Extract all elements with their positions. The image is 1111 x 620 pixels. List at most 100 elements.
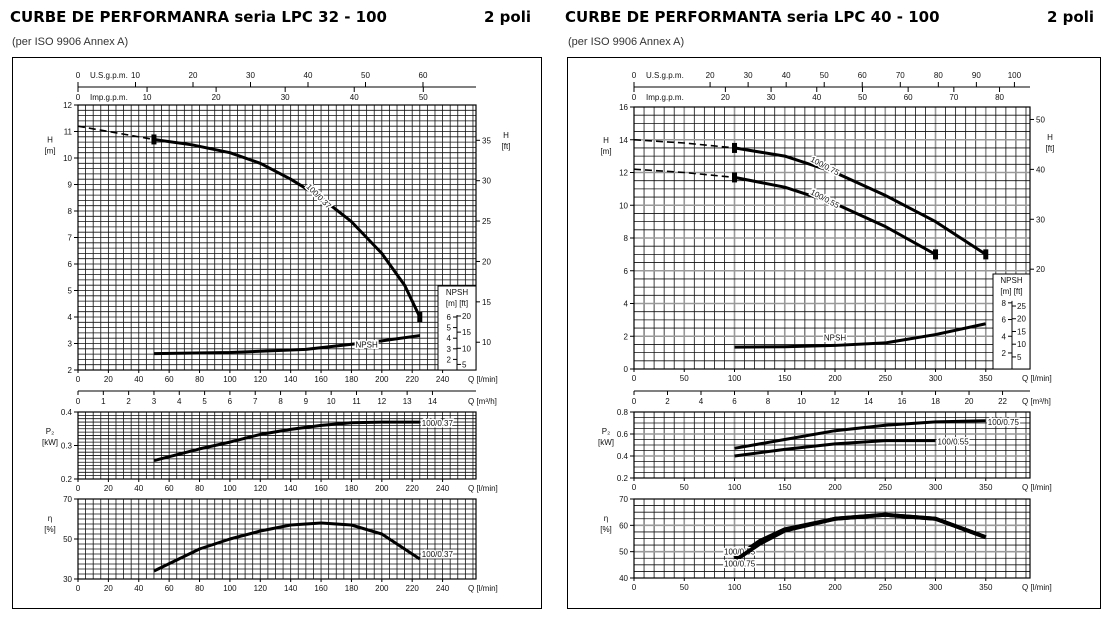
npsh-ft-tick-label: 20 xyxy=(1017,315,1026,324)
top-axis-tick-label: 30 xyxy=(281,93,290,102)
m3h-axis-tick-label: 13 xyxy=(403,397,412,406)
npsh-curve-label: NPSH xyxy=(356,341,378,350)
x-tick-label: 100 xyxy=(728,583,742,592)
top-axis-tick-label: 50 xyxy=(858,93,867,102)
top-axis-tick-label: 40 xyxy=(350,93,359,102)
y-tick-label: 30 xyxy=(63,575,72,584)
x-tick-label: 120 xyxy=(254,584,268,593)
npsh-m-tick-label: 2 xyxy=(447,355,452,364)
y-tick-label: 40 xyxy=(619,574,628,583)
m3h-axis-tick-label: 8 xyxy=(766,397,771,406)
x-tick-label: 50 xyxy=(680,374,689,383)
top-axis-tick-label: 70 xyxy=(896,71,905,80)
x-tick-label: 200 xyxy=(828,483,842,492)
right-poles-label: 2 poli xyxy=(1047,8,1094,26)
performance-curve xyxy=(734,146,987,256)
m3h-axis-label: Q [m³/h] xyxy=(468,397,497,406)
y-axis-unit: [%] xyxy=(44,525,56,534)
top-axis-tick-label: 30 xyxy=(246,71,255,80)
y-tick-label: 8 xyxy=(624,234,629,243)
top-axis-tick-label: 40 xyxy=(304,71,313,80)
m3h-axis-tick-label: 22 xyxy=(998,397,1007,406)
x-tick-label: 200 xyxy=(375,484,389,493)
top-axis-tick-label: 40 xyxy=(782,71,791,80)
m3h-axis-tick-label: 5 xyxy=(202,397,207,406)
left-chart-title: CURBE DE PERFORMANRA seria LPC 32 - 100 xyxy=(10,8,387,26)
npsh-curve xyxy=(734,322,987,349)
curve-end-marker xyxy=(983,249,989,260)
m3h-axis-tick-label: 12 xyxy=(377,397,386,406)
y-tick-label: 14 xyxy=(619,136,628,145)
x-tick-label: 100 xyxy=(728,483,742,492)
y-axis-unit: [m] xyxy=(600,147,611,156)
y-tick-label: 0.4 xyxy=(617,452,629,461)
x-tick-label: 220 xyxy=(406,484,420,493)
y2-tick-label: 30 xyxy=(482,177,491,186)
x-tick-label: 240 xyxy=(436,584,450,593)
x-tick-label: 60 xyxy=(165,584,174,593)
y-tick-label: 70 xyxy=(619,495,628,504)
x-tick-label: 150 xyxy=(778,583,792,592)
m3h-axis-tick-label: 2 xyxy=(126,397,131,406)
y-tick-label: 0.8 xyxy=(617,408,629,417)
m3h-axis-tick-label: 10 xyxy=(797,397,806,406)
top-axis-label: Imp.g.p.m. xyxy=(90,93,128,102)
x-tick-label: 140 xyxy=(284,375,298,384)
top-axis-tick-label: 20 xyxy=(706,71,715,80)
y-axis-unit: [kW] xyxy=(598,438,614,447)
top-axis-tick-label: 90 xyxy=(972,71,981,80)
y-tick-label: 0.6 xyxy=(617,430,629,439)
curve-end-marker xyxy=(732,172,738,183)
y-tick-label: 2 xyxy=(624,332,629,341)
curve-end-marker xyxy=(933,249,939,260)
x-tick-label: 150 xyxy=(778,483,792,492)
m3h-axis-tick-label: 9 xyxy=(304,397,309,406)
top-axis-tick-label: 30 xyxy=(744,71,753,80)
m3h-axis-tick-label: 0 xyxy=(76,397,81,406)
x-tick-label: 180 xyxy=(345,375,359,384)
y-tick-label: 50 xyxy=(63,535,72,544)
x-tick-label: 120 xyxy=(254,484,268,493)
y-tick-label: 11 xyxy=(64,128,73,137)
npsh-ft-tick-label: 5 xyxy=(1017,353,1022,362)
y-tick-label: 4 xyxy=(68,313,73,322)
x-tick-label: 140 xyxy=(284,484,298,493)
x-tick-label: 40 xyxy=(134,484,143,493)
x-tick-label: 20 xyxy=(104,375,113,384)
right-chart-frame xyxy=(567,57,1101,609)
top-axis-tick-label: 10 xyxy=(143,93,152,102)
plot-area xyxy=(633,498,1031,579)
curve-end-marker xyxy=(151,134,157,145)
performance-curve xyxy=(734,439,936,458)
curve-label: 100/0.55 xyxy=(938,438,970,447)
y2-tick-label: 15 xyxy=(482,298,491,307)
x-tick-label: 350 xyxy=(979,374,993,383)
x-tick-label: 50 xyxy=(680,583,689,592)
x-tick-label: 0 xyxy=(632,583,637,592)
y-axis-label: H xyxy=(47,136,53,145)
npsh-m-tick-label: 3 xyxy=(447,345,452,354)
x-tick-label: 200 xyxy=(828,583,842,592)
x-tick-label: 350 xyxy=(979,483,993,492)
y-tick-label: 7 xyxy=(68,234,73,243)
performance-curve xyxy=(153,138,422,318)
curve-label: 100/0.75 xyxy=(724,560,756,569)
x-tick-label: 240 xyxy=(436,484,450,493)
x-tick-label: 100 xyxy=(223,375,237,384)
x-tick-label: 120 xyxy=(254,375,268,384)
m3h-axis-tick-label: 4 xyxy=(177,397,182,406)
m3h-axis-tick-label: 2 xyxy=(665,397,670,406)
left-subtitle: (per ISO 9906 Annex A) xyxy=(12,36,129,48)
m3h-axis-tick-label: 16 xyxy=(898,397,907,406)
curve-end-marker xyxy=(732,142,738,153)
npsh-curve-label: NPSH xyxy=(824,333,846,342)
top-axis-tick-label: 60 xyxy=(858,71,867,80)
top-axis-tick-label: 60 xyxy=(904,93,913,102)
y-tick-label: 50 xyxy=(619,548,628,557)
y2-axis-unit: [ft] xyxy=(1046,144,1055,153)
x-tick-label: 100 xyxy=(223,584,237,593)
y-axis-unit: [m] xyxy=(44,147,55,156)
top-axis-tick-label: 60 xyxy=(419,71,428,80)
x-tick-label: 350 xyxy=(979,583,993,592)
curve-dashed-segment xyxy=(633,139,735,149)
